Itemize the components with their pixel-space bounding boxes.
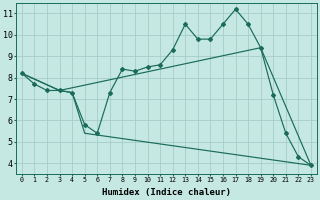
X-axis label: Humidex (Indice chaleur): Humidex (Indice chaleur) <box>102 188 231 197</box>
